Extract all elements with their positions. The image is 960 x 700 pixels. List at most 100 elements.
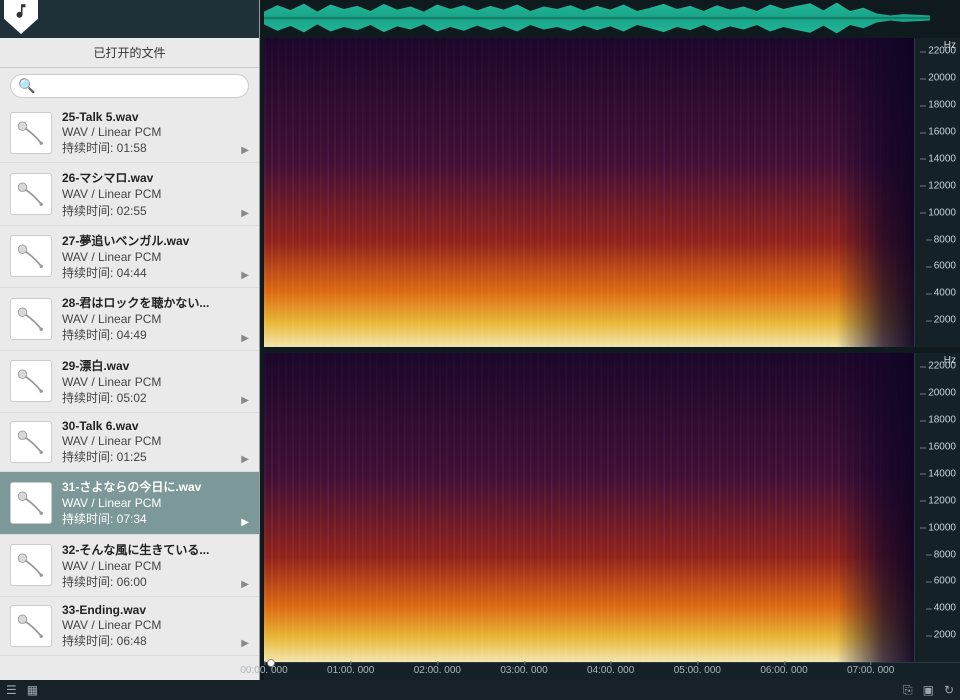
file-list-item[interactable]: 26-マシマロ.wavWAV / Linear PCM持续时间: 02:55▶ (0, 163, 259, 225)
frequency-axis: Hz 2200020000180001600014000120001000080… (914, 38, 960, 347)
file-name: 26-マシマロ.wav (62, 169, 249, 186)
file-format: WAV / Linear PCM (62, 249, 249, 265)
file-list[interactable]: 25-Talk 5.wavWAV / Linear PCM持续时间: 01:58… (0, 104, 259, 680)
freq-tick: 18000 (928, 100, 956, 111)
chevron-right-icon: ▶ (241, 517, 249, 528)
freq-tick: 16000 (928, 442, 956, 453)
file-name: 27-夢追いベンガル.wav (62, 232, 249, 249)
waveform-thumbnail-icon (10, 421, 52, 463)
search-input[interactable] (10, 74, 249, 98)
freq-tick: 12000 (928, 180, 956, 191)
file-format: WAV / Linear PCM (62, 495, 249, 511)
waveform-thumbnail-icon (10, 112, 52, 154)
file-duration: 持续时间: 06:00 (62, 574, 249, 590)
file-name: 25-Talk 5.wav (62, 110, 249, 124)
chevron-right-icon: ▶ (241, 579, 249, 590)
file-list-item[interactable]: 31-さよならの今日に.wavWAV / Linear PCM持续时间: 07:… (0, 472, 259, 534)
freq-tick: 8000 (934, 549, 956, 560)
freq-tick: 2000 (934, 630, 956, 641)
file-name: 29-漂白.wav (62, 357, 249, 374)
time-tick: 03:00. 000 (500, 665, 547, 676)
file-meta: 31-さよならの今日に.wavWAV / Linear PCM持续时间: 07:… (62, 478, 249, 527)
freq-tick: 20000 (928, 73, 956, 84)
chevron-right-icon: ▶ (241, 454, 249, 465)
freq-tick: 22000 (928, 46, 956, 57)
sidebar-tabstrip (0, 0, 259, 38)
link-icon[interactable]: ⎘ (903, 683, 913, 698)
file-meta: 30-Talk 6.wavWAV / Linear PCM持续时间: 01:25 (62, 419, 249, 465)
file-format: WAV / Linear PCM (62, 374, 249, 390)
freq-tick: 4000 (934, 603, 956, 614)
spectrogram-left-channel[interactable] (264, 38, 914, 347)
chevron-right-icon: ▶ (241, 145, 249, 156)
overview-waveform[interactable] (260, 0, 960, 36)
time-tick: 07:00. 000 (847, 665, 894, 676)
file-name: 28-君はロックを聴かない... (62, 294, 249, 311)
time-tick: 04:00. 000 (587, 665, 634, 676)
file-format: WAV / Linear PCM (62, 311, 249, 327)
file-name: 31-さよならの今日に.wav (62, 478, 249, 495)
file-duration: 持续时间: 04:49 (62, 327, 249, 343)
image-mode-icon[interactable]: ▣ (923, 683, 934, 697)
freq-tick: 16000 (928, 127, 956, 138)
file-duration: 持续时间: 01:58 (62, 140, 249, 156)
freq-tick: 4000 (934, 288, 956, 299)
chevron-right-icon: ▶ (241, 270, 249, 281)
file-name: 33-Ending.wav (62, 603, 249, 617)
file-meta: 29-漂白.wavWAV / Linear PCM持续时间: 05:02 (62, 357, 249, 406)
file-list-item[interactable]: 29-漂白.wavWAV / Linear PCM持续时间: 05:02▶ (0, 351, 259, 413)
chevron-right-icon: ▶ (241, 395, 249, 406)
file-sidebar: 已打开的文件 🔍 25-Talk 5.wavWAV / Linear PCM持续… (0, 0, 260, 680)
file-duration: 持续时间: 04:44 (62, 265, 249, 281)
frequency-axis: Hz 2200020000180001600014000120001000080… (914, 353, 960, 662)
spectrogram-viewer: Hz 2200020000180001600014000120001000080… (260, 0, 960, 680)
freq-tick: 8000 (934, 234, 956, 245)
file-format: WAV / Linear PCM (62, 558, 249, 574)
audio-tab[interactable] (4, 0, 38, 34)
file-list-item[interactable]: 32-そんな風に生きている...WAV / Linear PCM持续时间: 06… (0, 535, 259, 597)
waveform-thumbnail-icon (10, 173, 52, 215)
file-list-item[interactable]: 33-Ending.wavWAV / Linear PCM持续时间: 06:48… (0, 597, 259, 656)
waveform-thumbnail-icon (10, 544, 52, 586)
view-grid-icon[interactable]: ▦ (27, 683, 38, 697)
time-axis[interactable]: 00:00. 00001:00. 00002:00. 00003:00. 000… (264, 662, 960, 680)
freq-tick: 2000 (934, 315, 956, 326)
search-icon: 🔍 (18, 78, 35, 95)
freq-tick: 20000 (928, 388, 956, 399)
file-duration: 持续时间: 06:48 (62, 633, 249, 649)
file-meta: 25-Talk 5.wavWAV / Linear PCM持续时间: 01:58 (62, 110, 249, 156)
waveform-thumbnail-icon (10, 235, 52, 277)
file-duration: 持续时间: 02:55 (62, 203, 249, 219)
time-tick: 00:00. 000 (240, 665, 287, 676)
file-list-item[interactable]: 25-Talk 5.wavWAV / Linear PCM持续时间: 01:58… (0, 104, 259, 163)
waveform-thumbnail-icon (10, 482, 52, 524)
freq-tick: 18000 (928, 415, 956, 426)
chevron-right-icon: ▶ (241, 333, 249, 344)
file-format: WAV / Linear PCM (62, 433, 249, 449)
file-format: WAV / Linear PCM (62, 124, 249, 140)
time-tick: 05:00. 000 (674, 665, 721, 676)
sidebar-title: 已打开的文件 (0, 38, 259, 68)
file-format: WAV / Linear PCM (62, 617, 249, 633)
freq-tick: 10000 (928, 522, 956, 533)
file-meta: 28-君はロックを聴かない...WAV / Linear PCM持续时间: 04… (62, 294, 249, 343)
file-meta: 33-Ending.wavWAV / Linear PCM持续时间: 06:48 (62, 603, 249, 649)
file-duration: 持续时间: 01:25 (62, 449, 249, 465)
file-list-item[interactable]: 27-夢追いベンガル.wavWAV / Linear PCM持续时间: 04:4… (0, 226, 259, 288)
file-duration: 持续时间: 05:02 (62, 390, 249, 406)
loop-icon[interactable]: ↻ (944, 683, 954, 697)
file-name: 32-そんな風に生きている... (62, 541, 249, 558)
status-bar: ☰ ▦ ⎘ ▣ ↻ (0, 680, 960, 700)
music-note-icon (12, 2, 30, 20)
file-meta: 27-夢追いベンガル.wavWAV / Linear PCM持续时间: 04:4… (62, 232, 249, 281)
view-list-icon[interactable]: ☰ (6, 683, 17, 697)
file-meta: 26-マシマロ.wavWAV / Linear PCM持续时间: 02:55 (62, 169, 249, 218)
freq-tick: 12000 (928, 495, 956, 506)
file-format: WAV / Linear PCM (62, 186, 249, 202)
file-list-item[interactable]: 30-Talk 6.wavWAV / Linear PCM持续时间: 01:25… (0, 413, 259, 472)
file-list-item[interactable]: 28-君はロックを聴かない...WAV / Linear PCM持续时间: 04… (0, 288, 259, 350)
file-duration: 持续时间: 07:34 (62, 511, 249, 527)
chevron-right-icon: ▶ (241, 638, 249, 649)
spectrogram-right-channel[interactable] (264, 353, 914, 662)
freq-tick: 10000 (928, 207, 956, 218)
